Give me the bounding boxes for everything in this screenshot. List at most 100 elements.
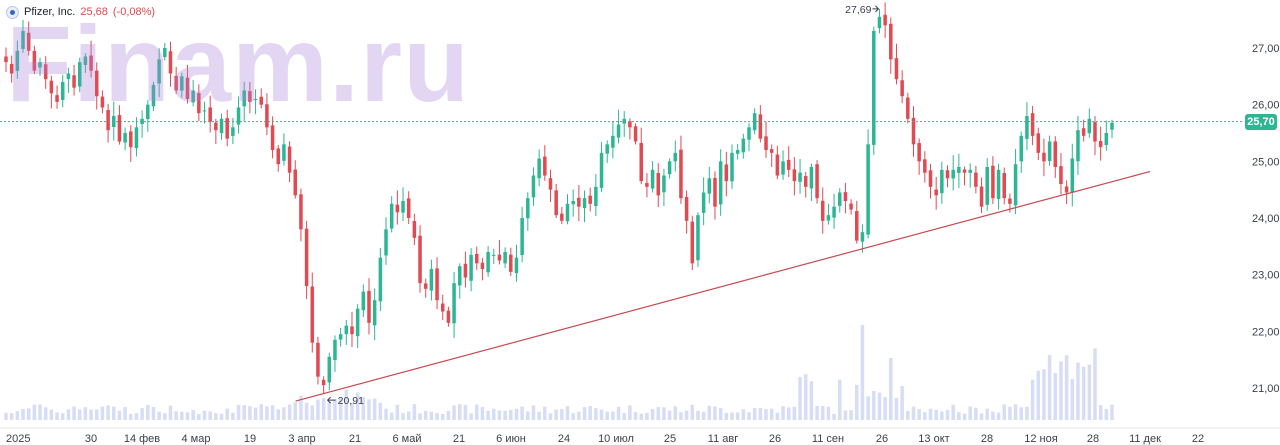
candle-body [503, 252, 507, 264]
candle-body [293, 169, 298, 196]
candle-body [299, 194, 303, 230]
volume-bar [860, 325, 865, 420]
x-tick-label: 10 июл [598, 433, 634, 445]
volume-bar [4, 412, 8, 420]
candle-body [72, 75, 76, 88]
candle-body [565, 203, 570, 222]
candle-body [798, 172, 802, 182]
volume-bar [713, 406, 717, 420]
volume-bar [667, 410, 672, 420]
volume-bar [628, 405, 632, 420]
candle-body [752, 113, 757, 131]
candle-body [1008, 198, 1012, 204]
candle-body [327, 356, 332, 383]
volume-bar [469, 413, 473, 420]
candle-body [1070, 158, 1075, 193]
volume-bar [117, 410, 122, 420]
volume-bar [945, 409, 950, 420]
candle-body [185, 77, 190, 99]
candle-body [1064, 186, 1069, 193]
volume-bar [299, 395, 303, 420]
candle-body [77, 62, 82, 87]
volume-bar [378, 402, 383, 420]
volume-bar [1087, 364, 1092, 420]
candle-body [60, 82, 65, 100]
volume-bar [639, 413, 643, 420]
candle-body [191, 90, 195, 103]
volume-bar [327, 401, 332, 420]
volume-bar [616, 406, 621, 420]
volume-bar [100, 406, 105, 420]
volume-bar [361, 397, 366, 420]
candle-body [151, 84, 156, 107]
volume-bar [276, 409, 281, 420]
volume-bar [531, 405, 536, 420]
volume-bar [355, 392, 360, 420]
volume-bar [492, 408, 496, 420]
volume-bar [157, 411, 161, 420]
volume-bar [662, 407, 666, 420]
candle-body [707, 178, 712, 194]
candle-body [202, 110, 207, 112]
x-tick-label: 30 [85, 433, 97, 445]
volume-bar [520, 406, 524, 420]
candle-body [1042, 152, 1046, 162]
y-axis: 21,00 22,00 23,00 24,00 25,00 26,00 27,00 [1252, 43, 1280, 395]
x-tick-label: 14 фев [124, 433, 160, 445]
candle-body [962, 169, 967, 173]
candle-body [163, 48, 167, 58]
candle-body [775, 154, 780, 176]
candle-body [231, 127, 235, 136]
volume-bar [979, 413, 984, 420]
candle-body [877, 16, 882, 29]
volume-bar [197, 413, 201, 420]
candle-body [917, 143, 921, 162]
candle-body [889, 23, 893, 60]
candle-body [83, 56, 88, 65]
volume-bar [367, 399, 371, 420]
candle-body [32, 50, 37, 71]
volume-bar [423, 410, 428, 420]
candle-body [117, 115, 122, 142]
candle-body [520, 218, 524, 256]
candle-body [531, 175, 536, 198]
candle-body [543, 156, 547, 176]
volume-bar [32, 404, 37, 420]
volume-bar [509, 409, 513, 420]
volume-bar [89, 409, 93, 420]
volume-bar [730, 412, 734, 420]
candle-body [826, 215, 831, 221]
volume-bar [758, 407, 763, 420]
candle-body [724, 164, 729, 182]
volume-bar [344, 389, 349, 420]
candle-body [1047, 141, 1052, 162]
volume-bar [26, 408, 31, 420]
candle-body [1104, 133, 1109, 146]
volume-bar [928, 408, 933, 420]
volume-bar [724, 412, 729, 420]
volume-bar [764, 408, 768, 420]
candle-body [701, 192, 706, 213]
volume-bar [747, 412, 751, 420]
volume-bar [911, 406, 916, 420]
candle-body [696, 215, 700, 261]
volume-bar [1110, 404, 1114, 420]
candle-body [855, 211, 859, 241]
y-tick-label: 25,00 [1252, 156, 1280, 168]
high-arrow-icon [872, 5, 880, 13]
volume-bar [1019, 407, 1024, 420]
candle-body [923, 159, 927, 173]
volume-bar [406, 411, 411, 420]
candle-body [837, 192, 842, 206]
candle-body [367, 290, 371, 323]
volume-bar [741, 409, 746, 420]
x-tick-label: 21 [453, 433, 465, 445]
candle-body [100, 96, 105, 108]
candle-body [514, 257, 519, 274]
volume-bar [707, 405, 712, 420]
volume-bar [140, 408, 144, 420]
x-tick-label: 22 [1192, 433, 1204, 445]
candle-body [934, 189, 938, 196]
candle-body [781, 161, 785, 175]
